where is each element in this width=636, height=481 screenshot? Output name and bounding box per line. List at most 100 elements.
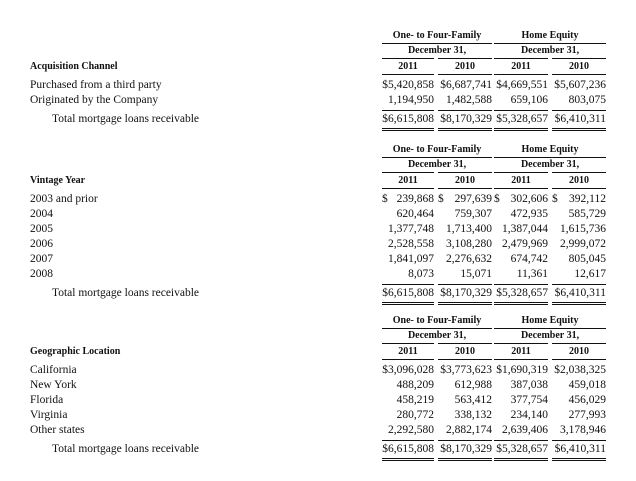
- header-rule: [382, 188, 434, 189]
- year-header: 2011: [398, 175, 418, 186]
- header-rule: [438, 359, 492, 360]
- double-rule: [552, 128, 606, 129]
- total-cell: $6,615,808: [382, 443, 434, 455]
- row-label: 2008: [30, 268, 53, 280]
- table-cell: 8,073: [408, 268, 434, 280]
- subtotal-rule: [438, 110, 492, 111]
- table-cell: 458,219: [396, 394, 434, 406]
- table-cell: 377,754: [510, 394, 548, 406]
- table-cell: 456,029: [568, 394, 606, 406]
- total-cell: $8,170,329: [440, 443, 492, 455]
- year-header: 2010: [455, 346, 475, 357]
- header-rule: [552, 188, 606, 189]
- header-rule: [494, 188, 548, 189]
- double-rule: [494, 302, 548, 303]
- table-cell: $2,038,325: [554, 364, 606, 376]
- period-header: December 31,: [407, 330, 467, 341]
- row-label: 2004: [30, 208, 53, 220]
- total-cell: $6,410,311: [554, 443, 606, 455]
- table-cell: 674,742: [510, 253, 548, 265]
- period-header: December 31,: [520, 45, 580, 56]
- year-header: 2011: [398, 61, 418, 72]
- row-label: California: [30, 364, 77, 376]
- header-rule: [382, 43, 492, 44]
- double-rule: [494, 458, 548, 459]
- double-rule: [438, 128, 492, 129]
- double-rule: [438, 302, 492, 303]
- table-cell: 620,464: [396, 208, 434, 220]
- section-title: Geographic Location: [30, 346, 121, 357]
- total-label: Total mortgage loans receivable: [52, 287, 200, 299]
- year-header: 2010: [569, 175, 589, 186]
- year-header: 2011: [511, 61, 531, 72]
- year-header: 2011: [511, 346, 531, 357]
- table-cell: 1,387,044: [502, 223, 548, 235]
- period-header: December 31,: [407, 45, 467, 56]
- table-cell: 1,615,736: [560, 223, 606, 235]
- row-label: 2006: [30, 238, 53, 250]
- table-cell: $5,420,858: [382, 79, 434, 91]
- table-cell: 805,045: [568, 253, 606, 265]
- total-cell: $6,615,808: [382, 113, 434, 125]
- header-rule: [382, 343, 434, 344]
- table-cell: 472,935: [510, 208, 548, 220]
- dollar-sign: $: [382, 193, 388, 205]
- header-rule: [552, 58, 606, 59]
- table-cell: 2,639,406: [502, 424, 548, 436]
- table-cell: 387,038: [510, 379, 548, 391]
- year-header: 2011: [398, 346, 418, 357]
- header-rule: [382, 157, 492, 158]
- double-rule: [382, 458, 434, 459]
- total-cell: $8,170,329: [440, 287, 492, 299]
- column-group-header: One- to Four-Family: [392, 30, 482, 41]
- table-cell: 488,209: [396, 379, 434, 391]
- header-rule: [438, 343, 492, 344]
- table-cell: 459,018: [568, 379, 606, 391]
- subtotal-rule: [552, 440, 606, 441]
- table-cell: 1,713,400: [446, 223, 492, 235]
- period-header: December 31,: [407, 159, 467, 170]
- double-rule: [552, 304, 606, 305]
- double-rule: [382, 304, 434, 305]
- row-label: New York: [30, 379, 77, 391]
- column-group-header: Home Equity: [521, 315, 579, 326]
- header-rule: [494, 74, 548, 75]
- table-cell: 659,106: [510, 94, 548, 106]
- dollar-sign: $: [552, 193, 558, 205]
- total-cell: $5,328,657: [496, 287, 548, 299]
- header-rule: [438, 172, 492, 173]
- subtotal-rule: [494, 110, 548, 111]
- header-rule: [494, 43, 606, 44]
- subtotal-rule: [382, 440, 434, 441]
- double-rule: [552, 130, 606, 131]
- header-rule: [494, 359, 548, 360]
- table-cell: $3,096,028: [382, 364, 434, 376]
- section-title: Vintage Year: [30, 175, 86, 186]
- row-label: Florida: [30, 394, 64, 406]
- header-rule: [552, 172, 606, 173]
- double-rule: [494, 128, 548, 129]
- double-rule: [552, 302, 606, 303]
- header-rule: [494, 172, 548, 173]
- double-rule: [382, 128, 434, 129]
- table-cell: 2,292,580: [388, 424, 434, 436]
- subtotal-rule: [552, 110, 606, 111]
- header-rule: [494, 343, 548, 344]
- total-cell: $5,328,657: [496, 443, 548, 455]
- header-rule: [494, 58, 548, 59]
- table-cell: 2,882,174: [446, 424, 492, 436]
- total-cell: $6,615,808: [382, 287, 434, 299]
- total-label: Total mortgage loans receivable: [52, 113, 200, 125]
- year-header: 2010: [569, 61, 589, 72]
- section-title: Acquisition Channel: [30, 61, 118, 72]
- table-cell: 302,606: [510, 193, 548, 205]
- total-label: Total mortgage loans receivable: [52, 443, 200, 455]
- double-rule: [494, 460, 548, 461]
- table-cell: 1,482,588: [446, 94, 492, 106]
- subtotal-rule: [382, 284, 434, 285]
- table-cell: 759,307: [454, 208, 492, 220]
- header-rule: [552, 359, 606, 360]
- table-cell: $5,607,236: [554, 79, 606, 91]
- double-rule: [438, 130, 492, 131]
- header-rule: [382, 172, 434, 173]
